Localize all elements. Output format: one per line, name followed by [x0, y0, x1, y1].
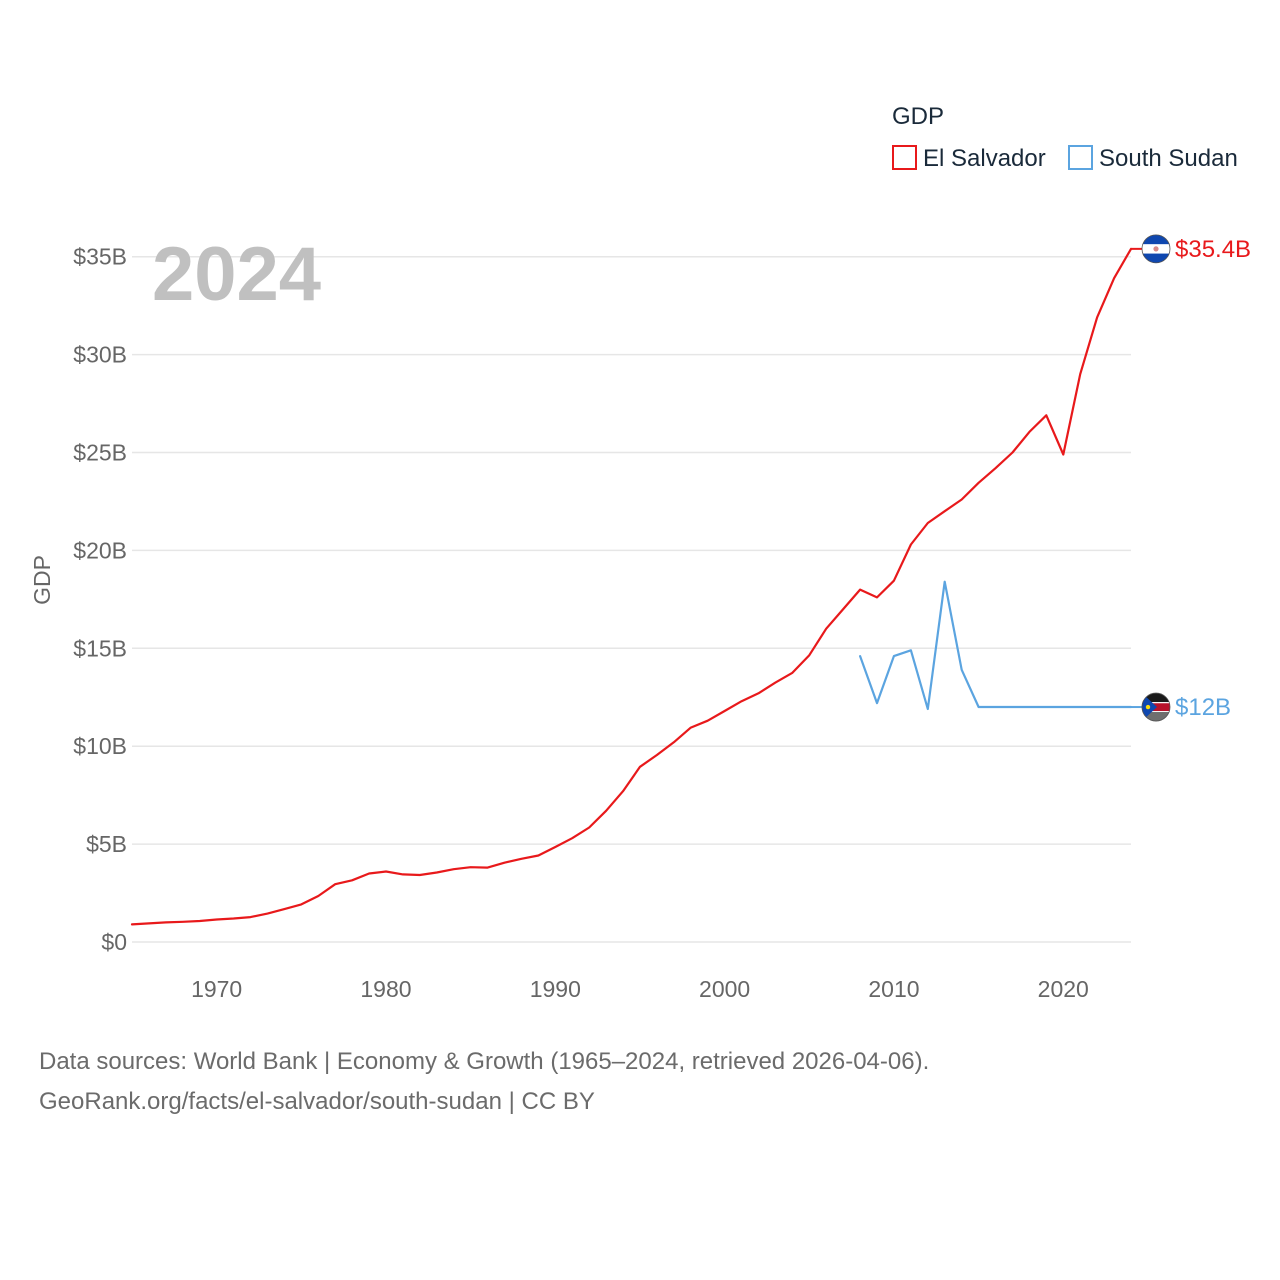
source-line-1: Data sources: World Bank | Economy & Gro…: [39, 1048, 929, 1075]
series-line-el-salvador: [130, 247, 1133, 926]
y-axis-label: GDP: [29, 555, 55, 605]
source-line-2: GeoRank.org/facts/el-salvador/south-suda…: [39, 1088, 595, 1115]
legend-swatch-south-sudan: [1068, 145, 1093, 170]
x-tick-label-1: 1980: [360, 976, 411, 1002]
legend-item-el-salvador[interactable]: El Salvador: [892, 145, 1046, 172]
y-axis-ticks: $0 $5B $10B $15B $20B $25B $30B $35B: [73, 244, 127, 955]
year-label: 2024: [152, 232, 321, 317]
x-tick-label-4: 2010: [868, 976, 919, 1002]
x-tick-label-3: 2000: [699, 976, 750, 1002]
y-tick-label-2: $10B: [73, 733, 127, 759]
flag-south-sudan-icon: [1141, 692, 1171, 722]
legend-title: GDP: [892, 103, 944, 130]
y-tick-label-1: $5B: [86, 831, 127, 857]
x-tick-label-0: 1970: [191, 976, 242, 1002]
y-tick-label-5: $25B: [73, 440, 127, 466]
legend-item-south-sudan[interactable]: South Sudan: [1068, 145, 1238, 172]
y-tick-label-4: $20B: [73, 537, 127, 563]
y-tick-label-6: $30B: [73, 342, 127, 368]
y-tick-label-7: $35B: [73, 244, 127, 270]
x-tick-label-5: 2020: [1038, 976, 1089, 1002]
x-axis-ticks: 1970 1980 1990 2000 2010 2020: [191, 976, 1089, 1002]
gridlines: [132, 255, 1131, 943]
legend: GDP El Salvador South Sudan: [892, 103, 1238, 172]
series-lines: [130, 247, 1133, 926]
end-markers: $35.4B $12B: [1131, 234, 1251, 722]
legend-label-el-salvador: El Salvador: [923, 145, 1046, 172]
legend-label-south-sudan: South Sudan: [1099, 145, 1238, 172]
legend-swatch-el-salvador: [892, 145, 917, 170]
series-line-south-sudan: [858, 580, 1133, 711]
end-value-label-south-sudan: $12B: [1175, 694, 1231, 721]
y-tick-label-3: $15B: [73, 635, 127, 661]
x-tick-label-2: 1990: [530, 976, 581, 1002]
flag-el-salvador-icon: [1141, 234, 1171, 264]
end-value-label-el-salvador: $35.4B: [1175, 236, 1251, 263]
y-tick-label-0: $0: [101, 929, 127, 955]
